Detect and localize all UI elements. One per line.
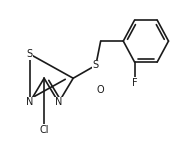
Text: S: S [93, 60, 99, 70]
Text: N: N [26, 98, 33, 107]
Text: Cl: Cl [39, 125, 49, 135]
Text: F: F [132, 78, 137, 88]
Text: S: S [27, 49, 33, 59]
Text: O: O [97, 85, 105, 94]
Text: N: N [55, 98, 62, 107]
